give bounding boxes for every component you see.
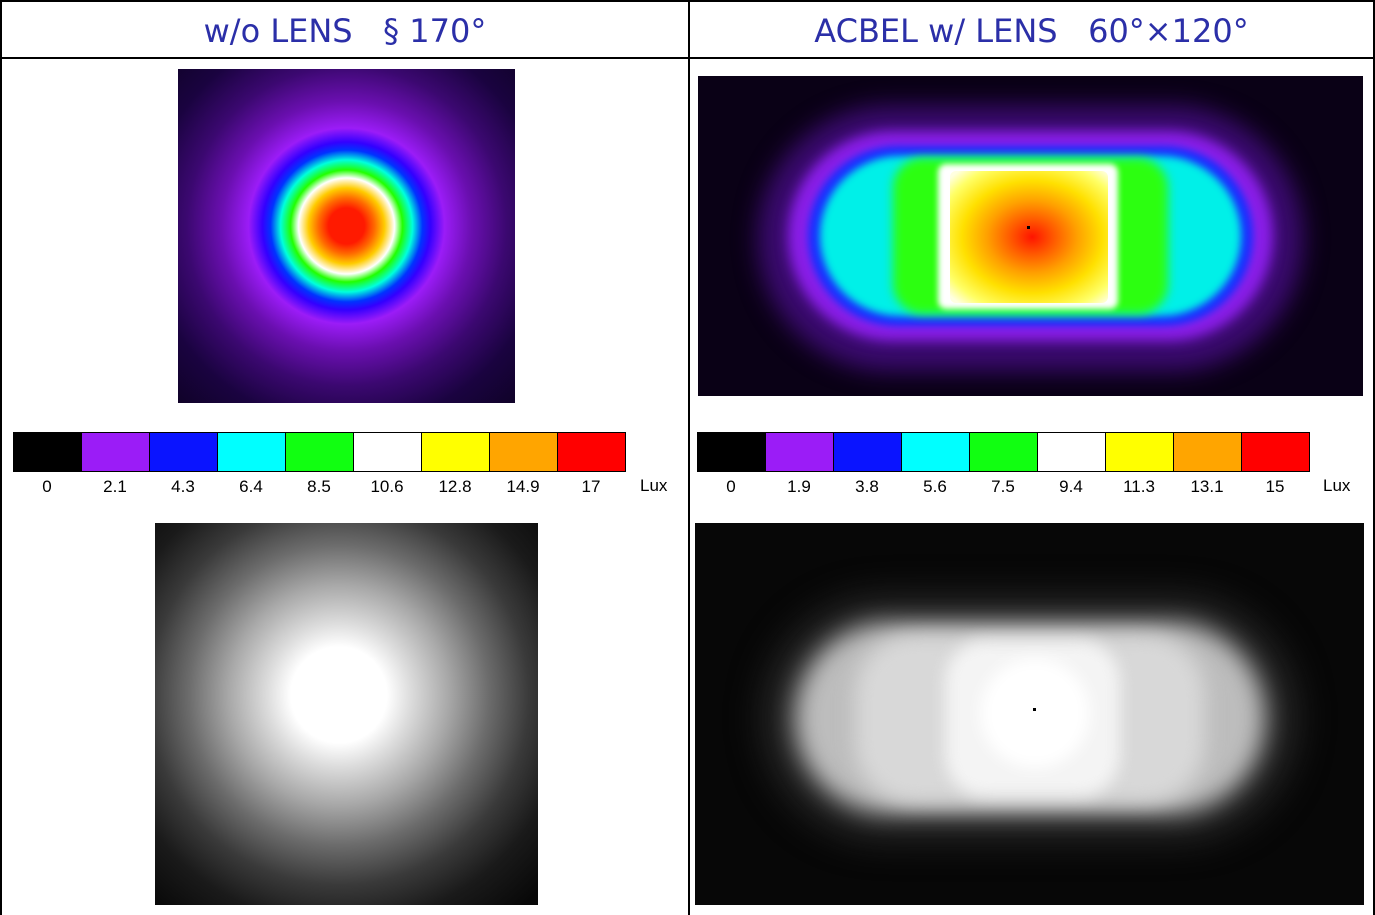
header-divider (0, 57, 1375, 59)
right-colorbar-unit: Lux (1323, 476, 1351, 495)
right-colorbar-tick: 1.9 (787, 477, 811, 496)
center-marker-gray (1033, 708, 1036, 711)
left-colorbar-tick: 2.1 (103, 477, 127, 496)
right-false-color-heatmap (698, 76, 1363, 396)
left-colorbar-cell-2 (149, 432, 218, 472)
right-colorbar-tick: 3.8 (855, 477, 879, 496)
right-colorbar-cell-3 (901, 432, 970, 472)
right-colorbar-tick: 13.1 (1190, 477, 1224, 496)
column-divider (688, 0, 690, 915)
right-colorbar-tick: 9.4 (1059, 477, 1083, 496)
right-title: ACBEL w/ LENS 60°×120° (814, 12, 1249, 50)
right-colorbar-tick: 15 (1265, 477, 1285, 496)
right-colorbar-tick: 5.6 (923, 477, 947, 496)
right-colorbar-tick: 0 (726, 477, 736, 496)
left-colorbar-tick: 6.4 (239, 477, 263, 496)
right-colorbar-tick: 7.5 (991, 477, 1015, 496)
left-colorbar-unit: Lux (640, 476, 668, 495)
left-colorbar-cell-8 (557, 432, 626, 472)
left-colorbar-tick: 14.9 (506, 477, 540, 496)
left-colorbar-cell-0 (13, 432, 82, 472)
right-colorbar-cell-4 (969, 432, 1038, 472)
left-colorbar-cell-7 (489, 432, 558, 472)
left-colorbar-tick: 12.8 (438, 477, 472, 496)
left-colorbar-cell-5 (353, 432, 422, 472)
left-colorbar-cell-3 (217, 432, 286, 472)
right-colorbar-cell-7 (1173, 432, 1242, 472)
left-colorbar-tick: 10.6 (370, 477, 404, 496)
right-colorbar-cell-1 (765, 432, 834, 472)
left-grayscale-heatmap (155, 523, 538, 905)
left-colorbar-tick: 4.3 (171, 477, 195, 496)
center-marker (1027, 226, 1030, 229)
left-colorbar-tick: 0 (42, 477, 52, 496)
right-colorbar-cell-6 (1105, 432, 1174, 472)
right-colorbar-cell-5 (1037, 432, 1106, 472)
left-colorbar-cell-1 (81, 432, 150, 472)
right-colorbar-cell-2 (833, 432, 902, 472)
right-colorbar-cell-8 (1241, 432, 1310, 472)
left-colorbar-cell-4 (285, 432, 354, 472)
right-colorbar-cell-0 (697, 432, 766, 472)
left-colorbar-tick: 8.5 (307, 477, 331, 496)
left-title: w/o LENS § 170° (203, 12, 487, 50)
left-colorbar: 0 2.1 4.3 6.4 8.5 10.6 12.8 14.9 17 (13, 432, 626, 496)
left-false-color-heatmap (178, 69, 515, 403)
left-colorbar-cell-6 (421, 432, 490, 472)
right-colorbar-tick: 11.3 (1123, 477, 1155, 496)
right-grayscale-heatmap (695, 523, 1364, 905)
left-colorbar-tick: 17 (581, 477, 601, 496)
right-colorbar: 0 1.9 3.8 5.6 7.5 9.4 11.3 13.1 15 (697, 432, 1310, 496)
